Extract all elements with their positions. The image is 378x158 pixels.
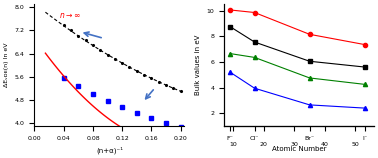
Y-axis label: Bulk values in eV: Bulk values in eV xyxy=(195,35,201,95)
X-axis label: Atomic Number: Atomic Number xyxy=(272,146,326,152)
Y-axis label: ΔEᵥᴅᴇ(n) In eV: ΔEᵥᴅᴇ(n) In eV xyxy=(4,43,9,87)
Text: $n \rightarrow \infty$: $n \rightarrow \infty$ xyxy=(59,11,81,20)
X-axis label: (n+α)⁻¹: (n+α)⁻¹ xyxy=(96,146,123,154)
